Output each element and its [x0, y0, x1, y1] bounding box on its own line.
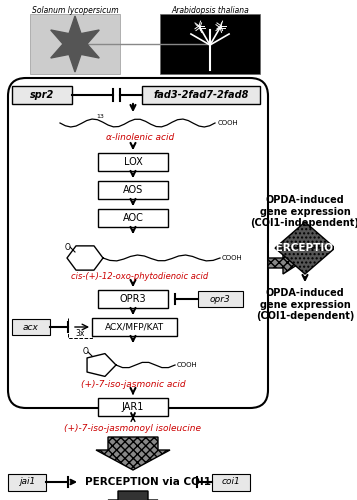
Text: (+)-7-iso-jasmonoyl isoleucine: (+)-7-iso-jasmonoyl isoleucine	[65, 424, 201, 433]
Text: acx: acx	[23, 322, 39, 332]
FancyBboxPatch shape	[198, 291, 243, 307]
Text: OPDA-induced
gene expression
(COI1-independent): OPDA-induced gene expression (COI1-indep…	[251, 195, 357, 228]
Text: Arabidopsis thaliana: Arabidopsis thaliana	[171, 6, 249, 15]
FancyBboxPatch shape	[98, 398, 168, 416]
FancyBboxPatch shape	[30, 14, 120, 74]
Text: fad3-2fad7-2fad8: fad3-2fad7-2fad8	[153, 90, 249, 100]
Polygon shape	[96, 437, 170, 470]
FancyBboxPatch shape	[98, 209, 168, 227]
Text: (+)-7-iso-jasmonic acid: (+)-7-iso-jasmonic acid	[81, 380, 185, 389]
FancyBboxPatch shape	[12, 86, 72, 104]
FancyBboxPatch shape	[8, 78, 268, 408]
FancyBboxPatch shape	[98, 181, 168, 199]
Text: opr3: opr3	[210, 294, 230, 304]
FancyBboxPatch shape	[12, 319, 50, 335]
Text: 13: 13	[96, 114, 104, 118]
FancyBboxPatch shape	[142, 86, 260, 104]
Text: COOH: COOH	[177, 362, 198, 368]
Text: spr2: spr2	[30, 90, 54, 100]
Text: PERCEPTION: PERCEPTION	[268, 243, 342, 253]
Text: LOX: LOX	[124, 157, 142, 167]
Polygon shape	[108, 491, 158, 500]
Text: PERCEPTION via COI1: PERCEPTION via COI1	[85, 477, 211, 487]
Text: AOC: AOC	[122, 213, 144, 223]
Text: coi1: coi1	[222, 478, 240, 486]
FancyBboxPatch shape	[98, 153, 168, 171]
Text: 3x: 3x	[75, 330, 85, 338]
FancyBboxPatch shape	[92, 318, 177, 336]
Text: O: O	[65, 244, 71, 252]
Text: AOS: AOS	[123, 185, 143, 195]
FancyBboxPatch shape	[212, 474, 250, 491]
FancyBboxPatch shape	[8, 474, 46, 491]
Polygon shape	[275, 248, 335, 274]
Text: Solanum lycopersicum: Solanum lycopersicum	[32, 6, 118, 15]
Text: JAR1: JAR1	[122, 402, 144, 412]
Text: α-linolenic acid: α-linolenic acid	[106, 133, 174, 142]
Text: ACX/MFP/KAT: ACX/MFP/KAT	[105, 322, 164, 332]
Polygon shape	[268, 252, 300, 274]
Text: COOH: COOH	[218, 120, 239, 126]
Text: OPDA-induced
gene expression
(COI1-dependent): OPDA-induced gene expression (COI1-depen…	[256, 288, 354, 321]
Text: O: O	[83, 348, 89, 356]
Polygon shape	[275, 222, 335, 248]
FancyBboxPatch shape	[98, 290, 168, 308]
Text: cis-(+)-12-oxo-phytodienoic acid: cis-(+)-12-oxo-phytodienoic acid	[71, 272, 208, 281]
Text: jai1: jai1	[19, 478, 35, 486]
Text: OPR3: OPR3	[120, 294, 146, 304]
FancyBboxPatch shape	[160, 14, 260, 74]
Text: COOH: COOH	[222, 255, 243, 261]
Polygon shape	[51, 16, 99, 72]
